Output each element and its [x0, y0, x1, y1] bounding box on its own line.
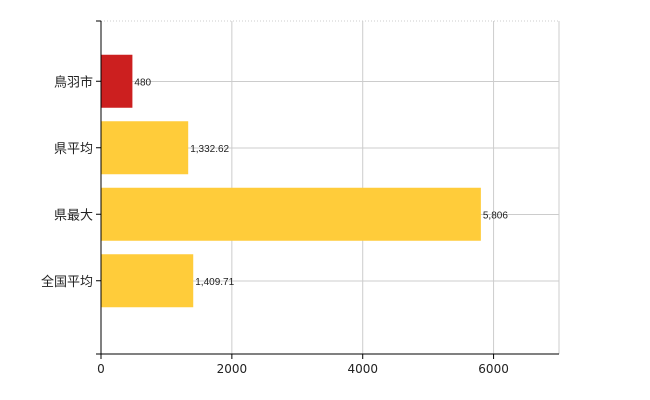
x-tick-label: 2000	[217, 362, 248, 376]
category-label: 県平均	[54, 142, 93, 157]
category-label: 全国平均	[41, 274, 93, 290]
bars	[101, 54, 481, 308]
category-label: 県最大	[54, 208, 93, 223]
bar	[101, 187, 481, 241]
data-label: 5,806	[483, 210, 508, 221]
category-label: 鳥羽市	[54, 74, 93, 90]
data-label: 1,409.71	[195, 277, 234, 288]
axes	[96, 20, 559, 359]
x-tick-label: 4000	[347, 362, 378, 376]
x-tick-label: 6000	[478, 362, 509, 376]
bar	[101, 54, 133, 108]
data-label: 480	[134, 77, 151, 88]
labels: 480 鳥羽市 1,332.62 県平均 5,806 県最大 1,409.71 全国平均 0 20…	[41, 74, 509, 376]
bar	[101, 121, 189, 175]
x-tick-label: 0	[97, 362, 105, 376]
gridlines	[101, 20, 560, 354]
bar	[101, 254, 194, 308]
data-label: 1,332.62	[190, 144, 229, 155]
